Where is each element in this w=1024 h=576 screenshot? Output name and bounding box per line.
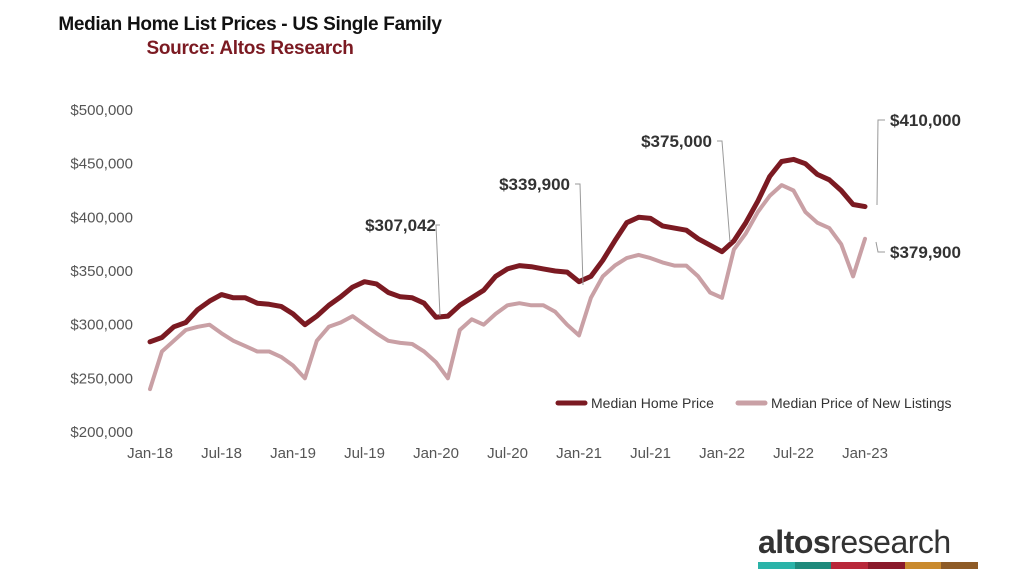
x-tick-label: Jul-21 bbox=[630, 445, 671, 462]
chart-subtitle: Source: Altos Research bbox=[146, 38, 354, 59]
logo-bar-segment bbox=[831, 562, 869, 569]
legend-label: Median Home Price bbox=[591, 395, 714, 411]
y-tick-label: $350,000 bbox=[70, 263, 133, 280]
annotation-leader-line bbox=[875, 241, 885, 253]
annotation-label: $375,000 bbox=[641, 132, 712, 151]
x-tick-label: Jul-20 bbox=[487, 445, 528, 462]
x-tick-label: Jan-18 bbox=[127, 445, 173, 462]
y-tick-label: $500,000 bbox=[70, 102, 133, 119]
logo-text-light: research bbox=[830, 524, 951, 560]
logo-bar-segment bbox=[758, 562, 795, 569]
chart-title: Median Home List Prices - US Single Fami… bbox=[58, 14, 442, 35]
logo-bar-segment bbox=[794, 562, 832, 569]
altos-research-logo: altosresearch bbox=[758, 524, 979, 569]
y-tick-label: $400,000 bbox=[70, 209, 133, 226]
y-tick-label: $300,000 bbox=[70, 317, 133, 334]
annotation-leader-line bbox=[435, 224, 441, 317]
logo-bar-segment bbox=[868, 562, 905, 569]
annotation-label: $379,900 bbox=[890, 243, 961, 262]
annotation-label: $339,900 bbox=[499, 175, 570, 194]
annotation-label: $410,000 bbox=[890, 111, 961, 130]
logo-text-bold: altos bbox=[758, 524, 831, 560]
x-tick-label: Jan-19 bbox=[270, 445, 316, 462]
logo-bar-segment bbox=[904, 562, 942, 569]
x-tick-label: Jul-18 bbox=[201, 445, 242, 462]
y-tick-label: $200,000 bbox=[70, 424, 133, 441]
annotation-label: $307,042 bbox=[365, 216, 436, 235]
series-line-median-new-listings bbox=[148, 183, 867, 392]
y-tick-label: $450,000 bbox=[70, 156, 133, 173]
x-tick-label: Jan-21 bbox=[556, 445, 602, 462]
x-tick-label: Jul-19 bbox=[344, 445, 385, 462]
legend-label: Median Price of New Listings bbox=[771, 395, 952, 411]
annotation-leader-line bbox=[876, 119, 885, 206]
y-tick-label: $250,000 bbox=[70, 370, 133, 387]
x-tick-label: Jul-22 bbox=[773, 445, 814, 462]
series-line-median-home-price bbox=[147, 156, 868, 345]
logo-bar-segment bbox=[941, 562, 979, 569]
logo-color-bar bbox=[758, 562, 979, 569]
annotation-leader-line bbox=[575, 183, 584, 286]
x-tick-label: Jan-23 bbox=[842, 445, 888, 462]
annotation-leader-line bbox=[717, 140, 731, 243]
x-tick-label: Jan-20 bbox=[413, 445, 459, 462]
x-tick-label: Jan-22 bbox=[699, 445, 745, 462]
